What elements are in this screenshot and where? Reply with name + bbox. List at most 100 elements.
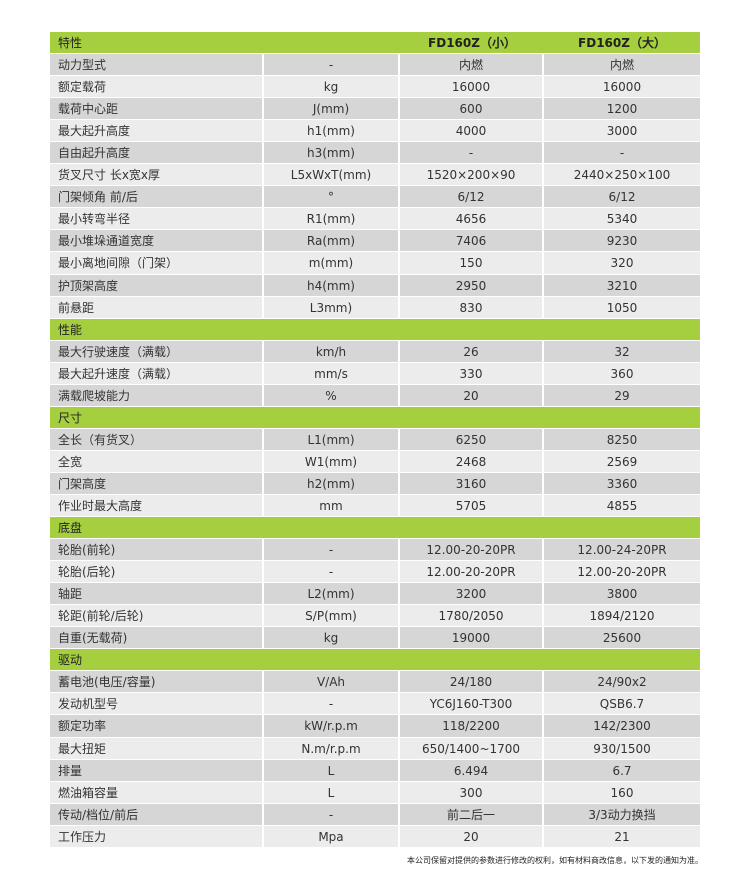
spec-unit: V/Ah bbox=[264, 671, 400, 694]
table-row: 全宽 W1(mm) 2468 2569 bbox=[50, 450, 700, 473]
table-row: 货叉尺寸 长x宽x厚 L5xWxT(mm) 1520×200×90 2440×250×… bbox=[50, 164, 700, 187]
spec-name: 前悬距 bbox=[50, 296, 264, 319]
table-row: 最小堆垛通道宽度 Ra(mm) 7406 9230 bbox=[50, 230, 700, 253]
value-small: 24/180 bbox=[400, 671, 544, 694]
spec-name: 自重(无载荷) bbox=[50, 627, 264, 650]
value-small: 12.00-20-20PR bbox=[400, 561, 544, 584]
value-small: 19000 bbox=[400, 627, 544, 650]
spec-name: 门架倾角 前/后 bbox=[50, 186, 264, 209]
value-large: 3000 bbox=[544, 120, 700, 143]
value-small: 4000 bbox=[400, 120, 544, 143]
value-large: 3/3动力换挡 bbox=[544, 803, 700, 826]
spec-unit: mm bbox=[264, 494, 400, 518]
section-header: 驱动 bbox=[50, 649, 700, 672]
value-small: 6250 bbox=[400, 428, 544, 451]
value-small: 4656 bbox=[400, 208, 544, 231]
value-large: 12.00-24-20PR bbox=[544, 539, 700, 562]
value-small: 118/2200 bbox=[400, 715, 544, 738]
spec-unit: W1(mm) bbox=[264, 450, 400, 473]
table-row: 发动机型号 - YC6J160-T300 QSB6.7 bbox=[50, 693, 700, 716]
table-row: 轴距 L2(mm) 3200 3800 bbox=[50, 583, 700, 606]
spec-unit: L bbox=[264, 759, 400, 782]
spec-name: 最大扭矩 bbox=[50, 737, 264, 760]
table-row: 最小转弯半径 R1(mm) 4656 5340 bbox=[50, 208, 700, 231]
spec-unit: km/h bbox=[264, 340, 400, 363]
value-small: 2950 bbox=[400, 274, 544, 297]
value-large: 2440×250×100 bbox=[544, 164, 700, 187]
value-large: 360 bbox=[544, 362, 700, 385]
value-small: 1780/2050 bbox=[400, 605, 544, 628]
table-row: 最大起升速度（满载） mm/s 330 360 bbox=[50, 362, 700, 385]
value-large: 160 bbox=[544, 781, 700, 804]
section-header: 性能 bbox=[50, 318, 700, 341]
table-row: 载荷中心距 J(mm) 600 1200 bbox=[50, 98, 700, 121]
footnote: 本公司保留对提供的参数进行修改的权利，如有材料商改信息，以下发的通知为准。 bbox=[407, 856, 703, 865]
spec-name: 动力型式 bbox=[50, 54, 264, 77]
section-title: 性能 bbox=[50, 319, 700, 341]
value-large: 1894/2120 bbox=[544, 605, 700, 628]
value-large: 320 bbox=[544, 252, 700, 275]
spec-unit: kW/r.p.m bbox=[264, 715, 400, 738]
value-large: 内燃 bbox=[544, 54, 700, 77]
section-header: 底盘 bbox=[50, 517, 700, 540]
table-row: 护顶架高度 h4(mm) 2950 3210 bbox=[50, 274, 700, 297]
value-large: 21 bbox=[544, 825, 700, 848]
spec-name: 排量 bbox=[50, 759, 264, 782]
spec-name: 载荷中心距 bbox=[50, 98, 264, 121]
value-small: 内燃 bbox=[400, 54, 544, 77]
header-label: 特性 bbox=[50, 32, 264, 55]
value-small: 前二后一 bbox=[400, 803, 544, 826]
spec-name: 最小离地间隙（门架） bbox=[50, 252, 264, 275]
spec-name: 自由起升高度 bbox=[50, 142, 264, 165]
value-small: 650/1400~1700 bbox=[400, 737, 544, 760]
value-large: 9230 bbox=[544, 230, 700, 253]
value-small: 12.00-20-20PR bbox=[400, 539, 544, 562]
spec-name: 作业时最大高度 bbox=[50, 494, 264, 518]
value-large: 1200 bbox=[544, 98, 700, 121]
section-header: 尺寸 bbox=[50, 406, 700, 429]
value-large: 6/12 bbox=[544, 186, 700, 209]
spec-unit: S/P(mm) bbox=[264, 605, 400, 628]
table-row: 排量 L 6.494 6.7 bbox=[50, 759, 700, 782]
table-row: 最大扭矩 N.m/r.p.m 650/1400~1700 930/1500 bbox=[50, 737, 700, 760]
table-row: 自由起升高度 h3(mm) - - bbox=[50, 142, 700, 165]
table-row: 额定载荷 kg 16000 16000 bbox=[50, 76, 700, 99]
spec-unit: h1(mm) bbox=[264, 120, 400, 143]
table-row: 传动/档位/前后 - 前二后一 3/3动力换挡 bbox=[50, 803, 700, 826]
value-small: 5705 bbox=[400, 494, 544, 518]
header-model-large: FD160Z（大） bbox=[544, 32, 700, 55]
spec-unit: R1(mm) bbox=[264, 208, 400, 231]
value-large: 142/2300 bbox=[544, 715, 700, 738]
spec-unit: Mpa bbox=[264, 825, 400, 848]
section-title: 驱动 bbox=[50, 649, 700, 672]
table-row: 前悬距 L3mm) 830 1050 bbox=[50, 296, 700, 319]
value-large: 8250 bbox=[544, 428, 700, 451]
value-large: 16000 bbox=[544, 76, 700, 99]
value-small: 330 bbox=[400, 362, 544, 385]
value-small: 600 bbox=[400, 98, 544, 121]
table-row: 轮胎(前轮) -12.00-20-20PR 12.00-24-20PR bbox=[50, 539, 700, 562]
spec-unit: - bbox=[264, 561, 400, 584]
value-small: 26 bbox=[400, 340, 544, 363]
spec-unit: - bbox=[264, 803, 400, 826]
spec-name: 发动机型号 bbox=[50, 693, 264, 716]
spec-name: 传动/档位/前后 bbox=[50, 803, 264, 826]
spec-name: 轮距(前轮/后轮) bbox=[50, 605, 264, 628]
value-large: 24/90x2 bbox=[544, 671, 700, 694]
spec-name: 最大起升速度（满载） bbox=[50, 362, 264, 385]
spec-table: 特性 FD160Z（小） FD160Z（大） 动力型式 - 内燃 内燃 额定载荷 kg 16… bbox=[50, 32, 700, 848]
table-row: 最大起升高度 h1(mm) 4000 3000 bbox=[50, 120, 700, 143]
spec-name: 最大起升高度 bbox=[50, 120, 264, 143]
table-row: 轮胎(后轮) -12.00-20-20PR 12.00-20-20PR bbox=[50, 561, 700, 584]
value-small: 7406 bbox=[400, 230, 544, 253]
table-row: 额定功率 kW/r.p.m 118/2200 142/2300 bbox=[50, 715, 700, 738]
table-row: 满载爬坡能力% 20 29 bbox=[50, 384, 700, 407]
table-row: 作业时最大高度 mm 5705 4855 bbox=[50, 494, 700, 518]
table-row: 蓄电池(电压/容量) V/Ah 24/180 24/90x2 bbox=[50, 671, 700, 694]
value-small: YC6J160-T300 bbox=[400, 693, 544, 716]
spec-unit: - bbox=[264, 539, 400, 562]
section-title: 底盘 bbox=[50, 517, 700, 540]
spec-name: 满载爬坡能力 bbox=[50, 384, 264, 407]
value-large: 32 bbox=[544, 340, 700, 363]
spec-unit: kg bbox=[264, 76, 400, 99]
